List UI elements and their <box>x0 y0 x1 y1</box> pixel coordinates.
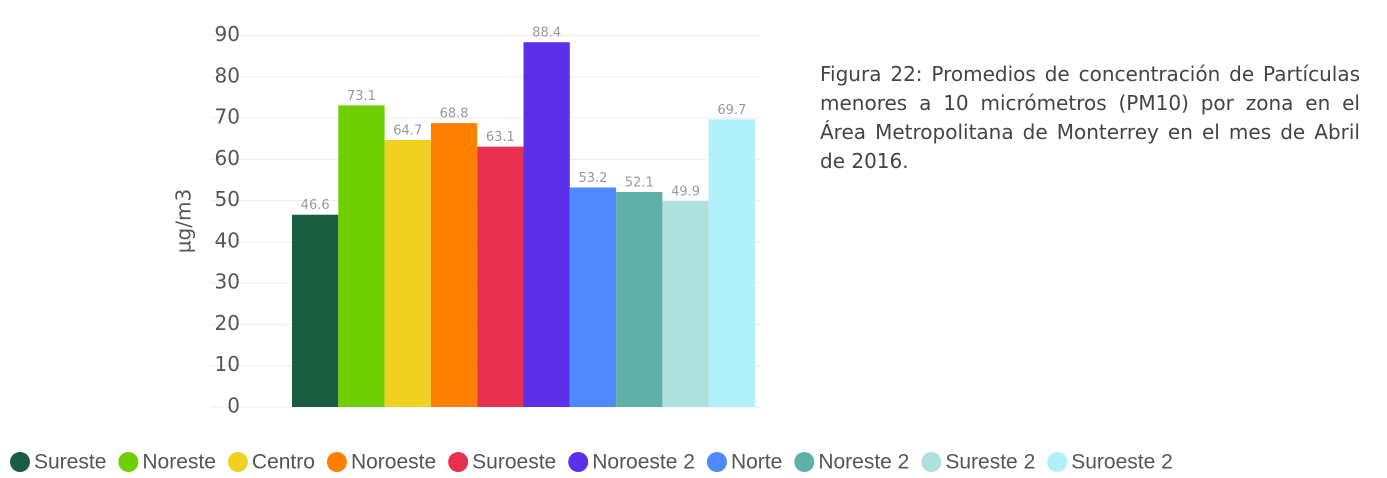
caption: Figura 22: Promedios de concentración de… <box>820 62 1360 173</box>
legend-swatch <box>227 452 248 472</box>
legend-label: Centro <box>252 451 315 474</box>
legend-swatch <box>1047 452 1068 472</box>
value-label: 49.9 <box>671 185 700 200</box>
value-label: 68.8 <box>440 107 469 122</box>
bar <box>662 201 709 407</box>
legend-swatch <box>448 452 469 472</box>
y-tick-label: 90 <box>215 22 240 46</box>
value-label: 63.1 <box>486 130 515 145</box>
bar <box>338 105 385 407</box>
legend-swatch <box>10 452 30 472</box>
legend-label: Noreste 2 <box>818 451 909 474</box>
legend-label: Norte <box>731 451 782 474</box>
legend-swatch <box>706 452 727 472</box>
legend-label: Noroeste <box>351 451 436 474</box>
bar <box>384 140 431 407</box>
value-label: 46.6 <box>301 198 330 213</box>
bar <box>616 192 663 407</box>
bar <box>708 119 755 408</box>
legend-swatch <box>326 452 347 472</box>
y-tick-label: 20 <box>215 311 240 335</box>
legend-label: Sureste 2 <box>945 451 1035 474</box>
value-label: 64.7 <box>393 124 422 139</box>
value-label: 88.4 <box>532 26 561 41</box>
y-tick-label: 0 <box>227 394 240 418</box>
legend-label: Sureste <box>34 451 106 474</box>
legend-swatch <box>921 452 942 472</box>
y-tick-label: 30 <box>215 270 240 294</box>
y-tick-label: 50 <box>215 187 240 211</box>
bar <box>430 123 478 408</box>
value-label: 73.1 <box>347 89 376 104</box>
value-label: 53.2 <box>578 171 607 186</box>
value-label: 52.1 <box>625 176 654 191</box>
legend-label: Noroeste 2 <box>592 451 695 474</box>
value-label: 69.7 <box>717 103 746 118</box>
y-axis-label: µg/m3 <box>172 189 196 253</box>
legend-label: Suroeste 2 <box>1071 451 1173 474</box>
legend-swatch <box>568 452 589 472</box>
y-tick-label: 80 <box>215 63 240 87</box>
legend-label: Suroeste <box>472 451 556 474</box>
y-tick-label: 10 <box>215 352 240 376</box>
bar <box>477 146 524 408</box>
legend-label: Noreste <box>142 451 216 474</box>
bar <box>292 214 339 407</box>
y-tick-label: 40 <box>215 228 240 252</box>
bar <box>523 42 570 408</box>
bar <box>569 187 617 407</box>
y-tick-label: 60 <box>215 146 240 170</box>
legend-swatch <box>118 452 139 472</box>
y-tick-label: 70 <box>215 105 240 129</box>
legend-swatch <box>794 452 815 472</box>
